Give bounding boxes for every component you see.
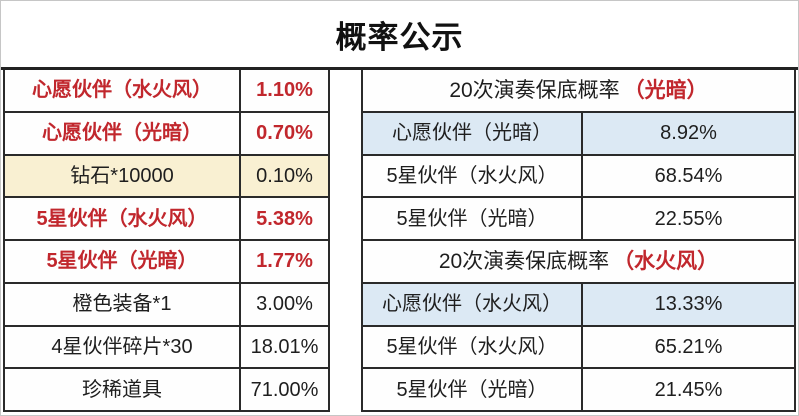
item-name-cell: 心愿伙伴（光暗） — [363, 112, 583, 154]
item-name-cell: 珍稀道具 — [5, 369, 241, 410]
item-name-cell: 4星伙伴碎片*30 — [5, 326, 241, 368]
probability-value-cell: 68.54% — [654, 164, 723, 187]
probability-value-cell: 21.45% — [654, 378, 723, 401]
probability-value-cell: 65.21% — [654, 335, 723, 358]
pity-header-light-dark: 20次演奏保底概率 （光暗） — [363, 70, 794, 111]
item-name-cell: 5星伙伴（水火风） — [363, 326, 583, 368]
item-name-cell: 5星伙伴（光暗） — [363, 369, 583, 410]
item-name-cell: 心愿伙伴（光暗） — [5, 112, 241, 154]
probability-value-cell: 0.10% — [256, 164, 313, 187]
page-title: 概率公示 — [335, 19, 464, 55]
table-row: 心愿伙伴（水火风） 13.33% — [363, 281, 794, 325]
table-row: 5星伙伴（水火风） 5.38% — [5, 196, 328, 239]
item-name-cell: 心愿伙伴（水火风） — [363, 283, 583, 325]
table-row: 5星伙伴（水火风） 65.21% — [363, 324, 794, 368]
table-row: 5星伙伴（光暗） 22.55% — [363, 196, 794, 239]
probability-value-cell: 5.38% — [256, 207, 313, 230]
title-bar: 概率公示 — [1, 1, 798, 70]
table-row: 钻石*10000 0.10% — [5, 153, 328, 197]
item-name-cell: 5星伙伴（光暗） — [5, 241, 241, 282]
table-row: 5星伙伴（水火风） 68.54% — [363, 153, 794, 197]
pity-header-highlight: （光暗） — [623, 78, 708, 102]
item-name-cell: 心愿伙伴（水火风） — [5, 70, 241, 111]
table-row: 心愿伙伴（光暗） 0.70% — [5, 110, 328, 154]
pity-header-water-fire-wind: 20次演奏保底概率 （水火风） — [363, 239, 794, 282]
table-row: 珍稀道具 71.00% — [5, 367, 328, 410]
item-name-cell: 5星伙伴（水火风） — [5, 198, 241, 239]
probability-value-cell: 1.10% — [256, 79, 313, 102]
probability-value-cell: 3.00% — [256, 293, 313, 316]
probability-value-cell: 18.01% — [250, 335, 319, 358]
table-row: 5星伙伴（光暗） 1.77% — [5, 239, 328, 282]
pity-header-highlight: （水火风） — [613, 249, 719, 273]
item-probability-table: 心愿伙伴（水火风） 1.10% 心愿伙伴（光暗） 0.70% 钻石*10000 … — [3, 70, 330, 412]
probability-value-cell: 22.55% — [654, 207, 723, 230]
probability-value-cell: 13.33% — [654, 293, 723, 316]
probability-value-cell: 0.70% — [256, 122, 313, 145]
table-row: 心愿伙伴（水火风） 1.10% — [5, 70, 328, 111]
table-row: 4星伙伴碎片*30 18.01% — [5, 324, 328, 368]
pity-header-text: 20次演奏保底概率 — [449, 78, 620, 102]
probability-value-cell: 1.77% — [256, 250, 313, 273]
table-row: 5星伙伴（光暗） 21.45% — [363, 367, 794, 410]
pity-header-cell: 20次演奏保底概率 （水火风） — [363, 241, 794, 282]
probability-value-cell: 71.00% — [250, 378, 319, 401]
item-name-cell: 5星伙伴（光暗） — [363, 198, 583, 239]
pity-header-text: 20次演奏保底概率 — [438, 249, 610, 273]
probability-value-cell: 8.92% — [660, 122, 717, 145]
table-row: 心愿伙伴（光暗） 8.92% — [363, 110, 794, 154]
pity-header-cell: 20次演奏保底概率 （光暗） — [363, 70, 794, 111]
item-name-cell: 钻石*10000 — [5, 155, 241, 197]
item-name-cell: 橙色装备*1 — [5, 283, 241, 325]
item-name-cell: 5星伙伴（水火风） — [363, 155, 583, 197]
table-row: 橙色装备*1 3.00% — [5, 281, 328, 325]
pity-probability-table: 20次演奏保底概率 （光暗） 心愿伙伴（光暗） 8.92% 5星伙伴（水火风） … — [361, 70, 796, 412]
